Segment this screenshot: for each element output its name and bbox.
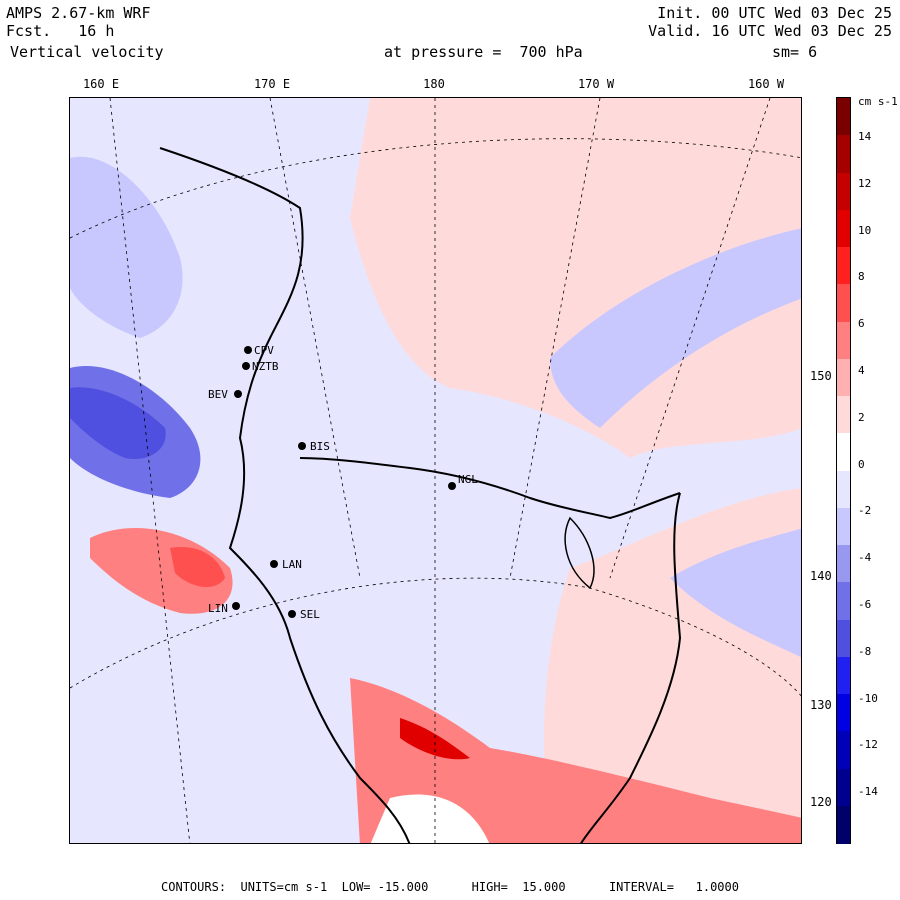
positive-region-top [350,98,801,458]
colorbar-swatch [837,470,850,509]
colorbar-tick-label: 8 [858,270,865,284]
white-patch-bottom [370,794,490,843]
colorbar-swatch [837,321,850,360]
ice-shelf-edge [299,457,681,520]
colorbar-tick-label: 10 [858,223,872,237]
colorbar-swatch [837,731,850,769]
negative-region-upper-left [70,156,183,338]
station-label-cpv: CPV [254,344,274,357]
lon-label-180: 180 [423,77,445,91]
colorbar-tick-label: -2 [858,504,872,518]
station-label-bev: BEV [208,388,228,401]
positive-band-bottom [350,678,801,843]
colorbar-swatch [837,396,850,434]
coastline-west [159,147,411,843]
colorbar-tick-label: 12 [858,176,872,190]
colorbar-swatch [837,358,850,397]
colorbar-tick-label: 4 [858,364,865,377]
colorbar-swatch [837,656,850,695]
station-dot-bev [234,390,242,398]
negative-core-left [70,387,166,459]
positive-core-left [170,547,225,588]
negative-band-right [550,228,801,428]
positive-core-bottom [400,718,470,760]
station-label-nztb: NZTB [252,360,279,373]
field-name: Vertical velocity [10,43,164,61]
colorbar-swatch [837,805,850,844]
colorbar-swatch [837,768,850,807]
colorbar-swatch [837,545,850,583]
smoothing-value: sm= 6 [772,43,818,61]
meridian-160w [609,98,771,579]
lon-label-170w: 170 W [577,77,615,91]
meridian-170e [269,98,361,579]
colorbar-swatch [837,247,850,285]
lon-label-160w: 160 W [747,77,785,91]
station-label-bis: BIS [310,440,330,453]
coastline-east [580,492,682,843]
map-svg: CPV NZTB BEV BIS NGL LAN LIN SEL [70,98,801,843]
colorbar-tick-label: 6 [858,317,865,331]
station-dot-sel [288,610,296,618]
contour-info: CONTOURS: UNITS=cm s-1 LOW= -15.000 HIGH… [161,880,739,894]
forecast-hour: Fcst. 16 h [6,22,115,40]
model-title: AMPS 2.67-km WRF [6,4,151,22]
lon-label-160e: 160 E [82,77,120,91]
station-dot-lan [270,560,278,568]
meridian-170w [509,98,601,579]
colorbar-tick-label: -8 [858,644,872,658]
colorbar-tick-label: -4 [858,551,872,565]
parallel-arc-2 [70,577,801,697]
colorbar-tick-label: 14 [858,130,872,143]
station-label-lin: LIN [208,602,228,615]
colorbar-swatch [837,582,850,620]
colorbar-swatch [837,619,850,658]
station-dot-ngl [448,482,456,490]
station-label-lan: LAN [282,558,302,571]
valid-time: Valid. 16 UTC Wed 03 Dec 25 [648,22,892,40]
parallel-arc-1 [70,138,801,239]
station-dot-nztb [242,362,250,370]
station-label-ngl: NGL [458,473,478,486]
colorbar-tick-label: -12 [858,738,878,752]
colorbar-swatch [837,172,850,211]
station-dot-lin [232,602,240,610]
map-panel: CPV NZTB BEV BIS NGL LAN LIN SEL [69,97,802,844]
colorbar-tick-label: -10 [858,691,878,705]
colorbar [836,97,851,844]
pressure-level: at pressure = 700 hPa [384,43,583,61]
station-dot-cpv [244,346,252,354]
colorbar-swatch [837,98,850,136]
colorbar-units: cm s-1 [858,95,898,108]
colorbar-tick-label: -6 [858,598,872,611]
station-label-sel: SEL [300,608,320,621]
colorbar-tick-label: -14 [858,785,878,799]
negative-band-lower-right [670,528,801,658]
colorbar-swatch [837,694,850,732]
init-time: Init. 00 UTC Wed 03 Dec 25 [657,4,892,22]
colorbar-swatch [837,507,850,546]
colorbar-swatch [837,135,850,173]
colorbar-swatch [837,433,850,471]
station-dot-bis [298,442,306,450]
colorbar-tick-label: 0 [858,457,865,471]
colorbar-swatch [837,209,850,248]
lon-label-170e: 170 E [253,77,291,91]
colorbar-tick-label: 2 [858,410,865,424]
colorbar-swatch [837,284,850,322]
